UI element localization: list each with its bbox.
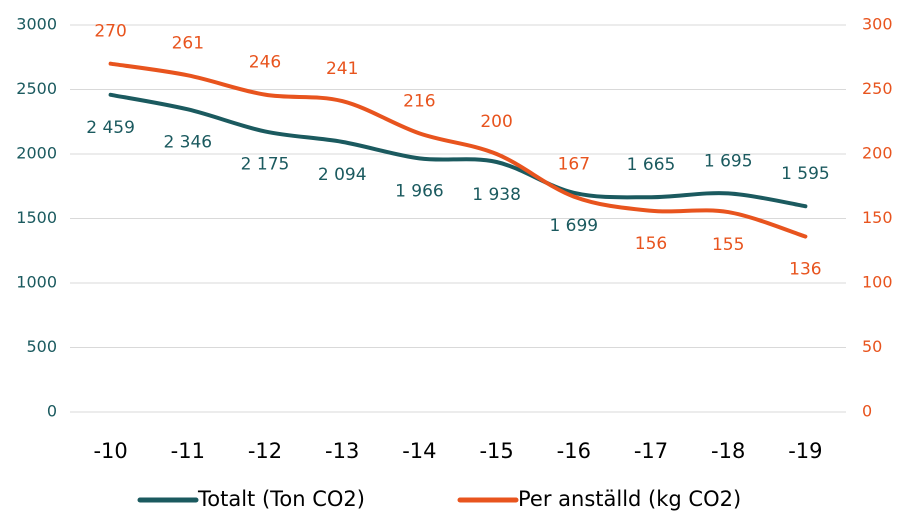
data-label: 2 175 (241, 154, 290, 174)
data-label: 261 (172, 33, 204, 53)
data-label: 136 (789, 260, 821, 280)
x-tick-label: -11 (171, 439, 205, 463)
x-tick-label: -16 (557, 439, 591, 463)
data-label: 200 (480, 112, 512, 132)
data-label: 1 938 (472, 185, 521, 205)
legend-label: Totalt (Ton CO2) (197, 487, 365, 511)
y2-tick-label: 300 (862, 15, 893, 34)
y2-tick-label: 250 (862, 79, 893, 98)
data-label: 216 (403, 91, 435, 111)
x-tick-label: -13 (325, 439, 359, 463)
y-tick-label: 2500 (16, 79, 57, 98)
data-label: 2 459 (86, 118, 135, 138)
data-label: 155 (712, 235, 744, 255)
legend-label: Per anställd (kg CO2) (518, 487, 741, 511)
data-label: 2 094 (318, 165, 367, 185)
series-line (108, 92, 808, 209)
y2-tick-label: 100 (862, 273, 893, 292)
data-label: 270 (94, 22, 126, 42)
y-tick-label: 3000 (16, 15, 57, 34)
data-label: 156 (635, 234, 667, 254)
data-label: 1 595 (781, 164, 830, 184)
x-tick-label: -18 (711, 439, 745, 463)
y-tick-label: 2000 (16, 144, 57, 163)
y-tick-label: 500 (26, 337, 57, 356)
y2-tick-label: 0 (862, 402, 872, 421)
x-tick-label: -14 (402, 439, 436, 463)
y-tick-label: 1000 (16, 273, 57, 292)
y2-tick-label: 50 (862, 337, 882, 356)
data-label: 246 (249, 53, 281, 73)
y2-tick-label: 200 (862, 144, 893, 163)
series-line (108, 61, 808, 239)
data-label: 167 (558, 155, 590, 175)
x-tick-label: -10 (93, 439, 127, 463)
y2-tick-label: 150 (862, 208, 893, 227)
data-label: 241 (326, 59, 358, 79)
data-label: 1 699 (549, 216, 598, 236)
data-label: 1 665 (627, 155, 676, 175)
x-tick-label: -19 (788, 439, 822, 463)
data-label: 1 695 (704, 151, 753, 171)
y-tick-label: 1500 (16, 208, 57, 227)
y-tick-label: 0 (47, 402, 57, 421)
x-tick-label: -15 (479, 439, 513, 463)
data-label: 2 346 (163, 132, 212, 152)
x-tick-label: -17 (634, 439, 668, 463)
x-tick-label: -12 (248, 439, 282, 463)
data-label: 1 966 (395, 181, 444, 201)
